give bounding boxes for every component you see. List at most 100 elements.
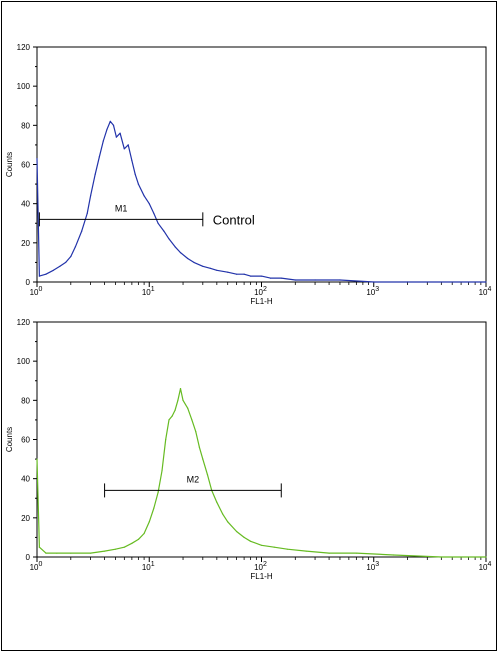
- histogram-point: [314, 279, 316, 281]
- histogram-point: [227, 521, 229, 523]
- histogram-point: [137, 538, 139, 541]
- histogram-point: [38, 546, 41, 548]
- histogram-point: [127, 144, 129, 146]
- histogram-point: [179, 388, 182, 390]
- histogram-point: [102, 140, 104, 142]
- x-tick-label: 102: [254, 286, 267, 297]
- histogram-point: [115, 136, 117, 138]
- x-tick-label: 103: [366, 561, 379, 572]
- histogram-point: [216, 269, 218, 271]
- histogram-point: [202, 265, 204, 267]
- histogram-point: [182, 399, 184, 401]
- x-tick-label: 101: [142, 286, 155, 297]
- y-tick-label: 0: [26, 553, 31, 562]
- histogram-point: [174, 246, 176, 248]
- histogram-point: [168, 238, 170, 240]
- y-tick-label: 80: [21, 396, 30, 405]
- histogram-point: [373, 281, 375, 283]
- histogram-point: [250, 275, 252, 277]
- histogram-point: [161, 470, 163, 472]
- x-tick-label: 103: [366, 286, 379, 297]
- histogram-point: [70, 552, 72, 554]
- histogram-point: [153, 507, 155, 509]
- chart-panel-2: 0 20 40 60 80 100 120 100 101 102 103 104 FL1-H Count…: [5, 318, 492, 581]
- histogram-point: [305, 550, 307, 552]
- plot-area-frame: [36, 321, 487, 558]
- histogram-point: [59, 265, 61, 267]
- x-tick-label: 102: [254, 561, 267, 572]
- histogram-point: [94, 173, 96, 175]
- histogram-point: [355, 552, 357, 554]
- histogram-point: [104, 550, 106, 552]
- y-axis-title: Counts: [5, 152, 14, 177]
- histogram-point: [165, 438, 167, 441]
- histogram-point: [56, 552, 58, 554]
- histogram-point: [250, 540, 252, 542]
- histogram-point: [65, 261, 67, 263]
- histogram-point: [187, 407, 189, 409]
- x-tick-label: 104: [479, 286, 492, 297]
- histogram-point: [227, 271, 229, 273]
- x-axis-title: FL1-H: [250, 572, 272, 581]
- histogram-point: [260, 275, 263, 277]
- histogram-point: [36, 158, 38, 160]
- histogram-point: [236, 273, 238, 275]
- histogram-point: [36, 458, 38, 460]
- histogram-point: [440, 556, 442, 558]
- histogram-point: [143, 532, 145, 535]
- histogram-point: [131, 160, 133, 162]
- histogram-point: [52, 269, 55, 271]
- y-tick-label: 60: [21, 436, 30, 445]
- y-tick-label: 0: [26, 278, 31, 287]
- histogram-point: [202, 458, 204, 460]
- histogram-point: [157, 491, 159, 493]
- histogram-point: [243, 536, 245, 539]
- histogram-point: [280, 277, 282, 279]
- histogram-point: [191, 419, 193, 421]
- histogram-point: [90, 195, 92, 197]
- y-tick-label: 20: [21, 514, 30, 523]
- histogram-point: [153, 212, 155, 215]
- histogram-point: [137, 183, 139, 185]
- histogram-point: [143, 195, 145, 197]
- y-tick-label: 80: [21, 121, 30, 130]
- histogram-point: [38, 275, 41, 277]
- histogram-point: [328, 552, 330, 554]
- y-tick-label: 60: [21, 161, 30, 170]
- histogram-point: [485, 281, 487, 283]
- histogram-point: [294, 279, 296, 281]
- histogram-point: [163, 230, 165, 232]
- histogram-point: [171, 415, 173, 417]
- gate-marker-label: M1: [115, 203, 128, 213]
- histogram-point: [134, 173, 136, 175]
- histogram-series-line: [36, 120, 486, 283]
- histogram-point: [339, 279, 341, 281]
- histogram-point: [174, 409, 176, 411]
- histogram-point: [193, 261, 195, 263]
- histogram-point: [45, 552, 47, 554]
- histogram-point: [123, 148, 125, 150]
- histogram-point: [98, 156, 100, 158]
- histogram-point: [112, 124, 115, 126]
- x-tick-label: 104: [479, 561, 492, 572]
- gate-marker-label: M2: [187, 474, 200, 484]
- histogram-point: [168, 419, 170, 421]
- histogram-point: [269, 277, 271, 279]
- x-tick-label: 101: [142, 561, 155, 572]
- histogram-point: [286, 548, 288, 550]
- histogram-point: [109, 120, 111, 122]
- histogram-point: [198, 446, 200, 448]
- sample-annotation: Control: [213, 212, 255, 227]
- histogram-point: [177, 399, 179, 401]
- histogram-point: [148, 521, 150, 523]
- histogram-point: [179, 252, 182, 254]
- histogram-point: [187, 257, 189, 260]
- histogram-point: [485, 556, 487, 558]
- y-tick-label: 40: [21, 200, 30, 209]
- histogram-point: [90, 552, 92, 554]
- histogram-point: [70, 255, 72, 258]
- histogram-point: [260, 544, 263, 546]
